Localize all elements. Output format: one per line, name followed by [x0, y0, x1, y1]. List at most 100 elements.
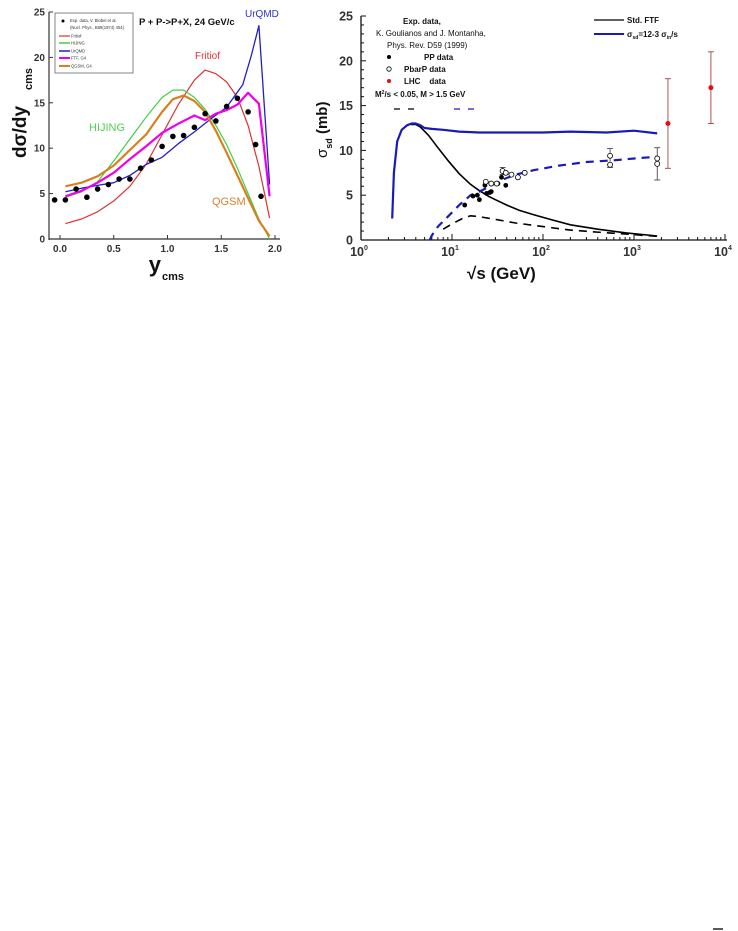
exp-data-point	[223, 103, 230, 110]
pbarp-data-point	[607, 161, 613, 168]
exp-data-point	[202, 110, 208, 117]
exp-data-point	[62, 197, 69, 203]
right-x-tick-label: 100	[350, 245, 368, 259]
right-x-tick-label: 103	[623, 245, 641, 259]
exp-data-point	[116, 176, 122, 182]
right-y-tick-label: 20	[339, 54, 353, 68]
annotation-urqmd: UrQMD	[245, 9, 279, 20]
exp-data-point	[213, 118, 219, 124]
left-y-tick-label: 5	[39, 189, 45, 200]
right-chart: 0 5 10 15 20 25 100 101 102 103 104 Exp. data, K.…	[314, 10, 732, 284]
series-line-sigma-sd-12-3-sigma-in-s	[391, 122, 658, 219]
exp-data-point	[51, 197, 58, 203]
left-y-label: dσ/dy	[10, 106, 31, 158]
exp-data-point	[258, 193, 264, 200]
y-unit: (mb)	[314, 102, 331, 139]
series-line-sigma-sd-m-cut	[428, 155, 658, 241]
pbarp-data-point	[508, 171, 515, 178]
pbarp-data-point	[493, 180, 500, 187]
pp-data-point	[499, 174, 504, 180]
pbarp-data-point	[654, 155, 661, 162]
left-y-tick-label: 20	[34, 53, 46, 64]
left-y-tick-label: 0	[39, 235, 45, 246]
exp-data-point	[159, 143, 165, 150]
sigma-formula-end: /s	[671, 30, 678, 39]
legend-label-pp: PP data	[424, 53, 454, 62]
left-y-tick-label: 15	[34, 98, 46, 109]
sigma-sub-sd: sd	[632, 35, 638, 41]
right-y-tick-label: 5	[346, 189, 353, 203]
series-line-ftf-g4	[65, 91, 271, 198]
legend-marker-exp-data	[61, 19, 65, 23]
cut-superscript: 2	[382, 90, 385, 96]
right-y-tick-label: 0	[346, 234, 353, 248]
left-data-points	[51, 95, 264, 203]
right-y-tick-label: 25	[339, 10, 353, 24]
series-line-hijing	[65, 89, 271, 240]
sigma-y-subscript: sd	[324, 138, 334, 149]
legend-label-pbarp: PbarP data	[404, 65, 446, 74]
left-y-tick-label: 25	[34, 8, 46, 19]
left-x-label-subscript: cms	[162, 271, 184, 283]
legend-label-sigma-formula: σsd=12-3 σin/s	[627, 30, 678, 41]
pbarp-data-point	[488, 180, 495, 187]
right-x-tick-label: 101	[441, 245, 459, 259]
legend-label-qgsm: QGSM, G4	[71, 64, 92, 69]
annotation-fritiof: Fritiof	[195, 51, 220, 62]
left-chart: 0 5 10 15 20 25 0.0 0.5 1.0 1.5 2.0 Exp. data, V.…	[10, 8, 282, 284]
left-y-ticks: 0 5 10 15 20 25	[34, 8, 53, 246]
pp-data-point	[503, 182, 509, 188]
series-line-std-ftf	[410, 123, 658, 237]
lhc-data-point	[708, 85, 714, 91]
left-y-label-subscript: cms	[23, 68, 35, 90]
right-y-tick-label: 15	[339, 99, 353, 113]
exp-data-ref-authors: K. Goulianos and J. Montanha,	[376, 29, 486, 38]
left-x-tick-label: 1.5	[214, 244, 228, 255]
legend-label-fritiof: Fritiof	[71, 34, 82, 39]
annotation-qgsm: QGSM	[212, 196, 246, 208]
exp-data-point	[94, 186, 101, 192]
sigma-formula-mid: =12-3 σ	[638, 30, 667, 39]
cut-main: M	[375, 90, 382, 99]
pp-data-point	[470, 193, 476, 199]
right-y-label: σsd (mb)	[314, 102, 334, 158]
legend-label-std-ftf: Std. FTF	[627, 16, 659, 25]
right-x-tick-label: 102	[532, 245, 550, 259]
left-legend-box	[54, 12, 134, 74]
exp-data-point	[127, 176, 133, 182]
exp-data-point	[191, 124, 198, 131]
left-y-tick-label: 10	[34, 144, 46, 155]
exp-data-ref-journal: Phys. Rev. D59 (1999)	[387, 41, 468, 50]
exp-data-point	[137, 165, 144, 171]
legend-marker-lhc	[387, 79, 391, 83]
right-x-label: √s (GeV)	[467, 264, 536, 283]
series-line-qgsm-g4	[65, 94, 271, 237]
legend-label-urqmd: UrQMD	[71, 49, 85, 54]
left-x-ticks: 0.0 0.5 1.0 1.5 2.0	[53, 235, 282, 255]
legend-label-hijing: HIJING	[71, 41, 85, 46]
exp-data-point	[105, 181, 112, 188]
left-series-lines	[65, 24, 271, 240]
pp-data-point	[476, 197, 482, 203]
exp-data-point	[234, 95, 241, 102]
series-line-std-ftf-m-cut	[442, 215, 658, 238]
legend-cut-condition: M2/s < 0.05, M > 1.5 GeV	[375, 90, 466, 99]
lhc-data-point	[665, 121, 671, 127]
right-y-ticks: 0 5 10 15 20 25	[339, 10, 366, 248]
pbarp-data-point	[515, 174, 521, 181]
cut-rest: /s < 0.05, M > 1.5 GeV	[384, 90, 466, 99]
exp-data-point	[170, 133, 176, 140]
legend-marker-pbarp	[386, 66, 392, 72]
pbarp-data-point	[521, 169, 528, 176]
exp-data-point	[73, 186, 79, 192]
legend-label-exp-ref: (Nucl. Phys., B69(1974) 454)	[70, 25, 125, 30]
pbarp-data-point	[654, 160, 661, 167]
right-x-ticks: 100 101 102 103 104	[350, 234, 732, 259]
legend-label-exp-data: Exp. data, V. Blobel et al.	[70, 18, 117, 23]
left-x-tick-label: 1.0	[161, 244, 175, 255]
legend-label-ftf: FTF, G4	[71, 56, 87, 61]
right-series-lines	[391, 122, 658, 241]
sigma-sub-in: in	[667, 35, 671, 41]
pp-data-point	[462, 202, 468, 208]
